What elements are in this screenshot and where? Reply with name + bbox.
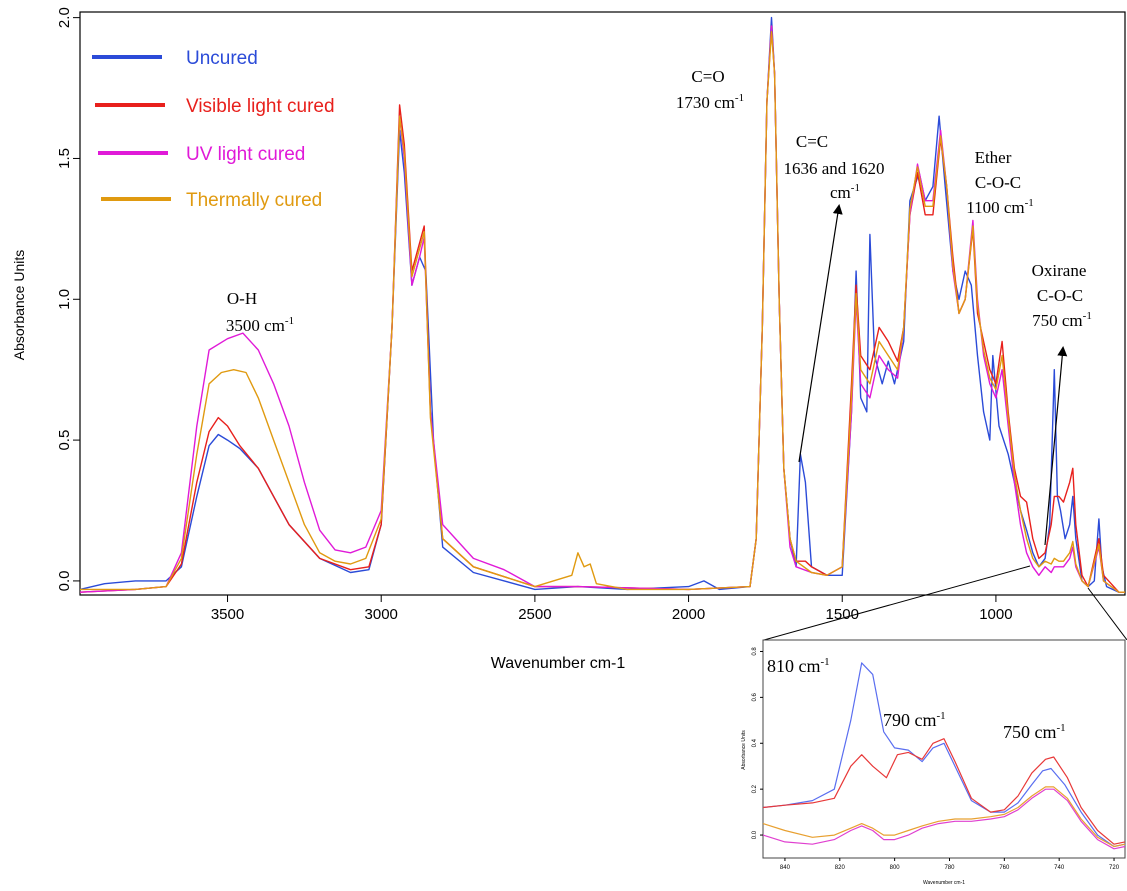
main-x-axis-label: Wavenumber cm-1 — [491, 655, 626, 672]
main-x-tick-label-2000: 2000 — [672, 606, 705, 623]
inset-series-uncured — [762, 662, 1126, 848]
annotation-oxirane-arrow — [1044, 346, 1068, 546]
legend-label-visible-light-cured: Visible light cured — [186, 96, 335, 117]
main-x-tick-label-1000: 1000 — [979, 606, 1012, 623]
main-x-tick-label-1500: 1500 — [826, 606, 859, 623]
inset-series-thermally-cured — [762, 786, 1126, 848]
main-y-axis-label: Absorbance Units — [11, 250, 27, 361]
inset-background — [733, 640, 1127, 886]
inset-plot-frame — [762, 639, 1126, 859]
annotation-ether: Ether C-O-C 1100 cm-1 — [966, 148, 1034, 217]
inset-x-tick-label-720: 720 — [1109, 865, 1120, 871]
inset-x-tick-label-840: 840 — [780, 865, 791, 871]
inset-x-tick-label-760: 760 — [999, 865, 1010, 871]
inset-y-axis: 0.0 0.2 0.4 0.6 0.8 — [752, 647, 763, 839]
inset-y-tick-label-1: 0.2 — [752, 784, 758, 793]
annotation-oxirane: Oxirane C-O-C 750 cm-1 — [1032, 261, 1092, 546]
main-x-tick-label-2500: 2500 — [518, 606, 551, 623]
main-y-tick-label-0: 0.0 — [56, 570, 73, 591]
main-series-thermally-cured — [80, 31, 1125, 593]
annotation-ether-group: C-O-C — [975, 173, 1021, 192]
inset-y-tick-label-3: 0.6 — [752, 693, 758, 702]
main-series-group — [79, 16, 1125, 593]
annotation-ether-wavenumber: 1100 cm-1 — [966, 197, 1034, 217]
inset-x-tick-label-820: 820 — [835, 865, 846, 871]
inset-x-axis-label: Wavenumber cm-1 — [923, 880, 965, 886]
inset-series-visible-light-cured — [762, 738, 1126, 845]
main-y-tick-label-3: 1.5 — [56, 148, 73, 169]
annotation-oxirane-wavenumber: 750 cm-1 — [1032, 310, 1092, 330]
inset-series-uv-light-cured — [762, 788, 1126, 850]
main-y-tick-label-4: 2.0 — [56, 7, 73, 28]
annotation-c-c: C=C 1636 and 1620 cm-1 — [783, 132, 885, 463]
annotation-c-c-label: C=C — [796, 132, 828, 151]
main-plot-frame — [79, 11, 1126, 596]
annotation-c-o-wavenumber: 1730 cm-1 — [676, 92, 744, 112]
annotation-c-c-wavenumbers: 1636 and 1620 — [783, 159, 884, 178]
inset-annotation-750: 750 cm-1 — [1003, 722, 1066, 742]
annotation-c-o: C=O 1730 cm-1 — [676, 67, 744, 112]
legend-entry-thermally-cured: Thermally cured — [101, 190, 322, 211]
main-y-tick-label-1: 0.5 — [56, 430, 73, 451]
annotation-c-o-label: C=O — [691, 67, 724, 86]
zoom-connector-right — [1087, 587, 1127, 641]
main-y-tick-label-2: 1.0 — [56, 289, 73, 310]
inset-series-group — [762, 662, 1126, 850]
legend-label-thermally-cured: Thermally cured — [186, 190, 322, 211]
inset-y-tick-label-4: 0.8 — [752, 647, 758, 656]
main-y-axis: 0.0 0.5 1.0 1.5 2.0 — [56, 7, 80, 591]
legend-entry-uv-light-cured: UV light cured — [98, 144, 305, 165]
inset-x-tick-label-740: 740 — [1054, 865, 1065, 871]
inset-y-tick-label-2: 0.4 — [752, 738, 758, 747]
annotation-oxirane-label: Oxirane — [1032, 261, 1087, 280]
inset-y-axis-label: Absorbance Units — [741, 730, 747, 770]
legend-entry-uncured: Uncured — [92, 48, 258, 69]
legend-label-uncured: Uncured — [186, 48, 258, 69]
inset-annotation-790: 790 cm-1 — [883, 710, 946, 730]
inset-annotation-810: 810 cm-1 — [767, 656, 830, 676]
annotation-o-h-label: O-H — [227, 289, 257, 308]
annotation-ether-label: Ether — [975, 148, 1012, 167]
inset-chart: 840 820 800 780 760 740 720 0.0 0.2 0.4 0.6 0.8 Wa… — [733, 639, 1127, 886]
legend-entry-visible-light-cured: Visible light cured — [95, 96, 335, 117]
inset-x-tick-label-780: 780 — [944, 865, 955, 871]
legend: Uncured Visible light cured UV light cur… — [92, 48, 335, 211]
legend-label-uv-light-cured: UV light cured — [186, 144, 305, 165]
main-x-tick-label-3500: 3500 — [211, 606, 244, 623]
annotation-c-c-unit: cm-1 — [830, 182, 860, 202]
inset-x-tick-label-800: 800 — [890, 865, 901, 871]
inset-x-axis: 840 820 800 780 760 740 720 — [780, 858, 1120, 871]
main-x-axis: 3500 3000 2500 2000 1500 1000 — [211, 595, 1013, 623]
annotation-oxirane-group: C-O-C — [1037, 286, 1083, 305]
main-x-tick-label-3000: 3000 — [365, 606, 398, 623]
annotation-o-h: O-H 3500 cm-1 — [226, 289, 294, 335]
zoom-connector-left — [763, 565, 1031, 641]
main-chart: 3500 3000 2500 2000 1500 1000 0.0 0.5 1.0 1.5 2.0… — [11, 7, 1127, 672]
inset-y-tick-label-0: 0.0 — [752, 830, 758, 839]
annotation-c-c-arrow — [798, 204, 843, 463]
annotation-o-h-wavenumber: 3500 cm-1 — [226, 315, 294, 335]
